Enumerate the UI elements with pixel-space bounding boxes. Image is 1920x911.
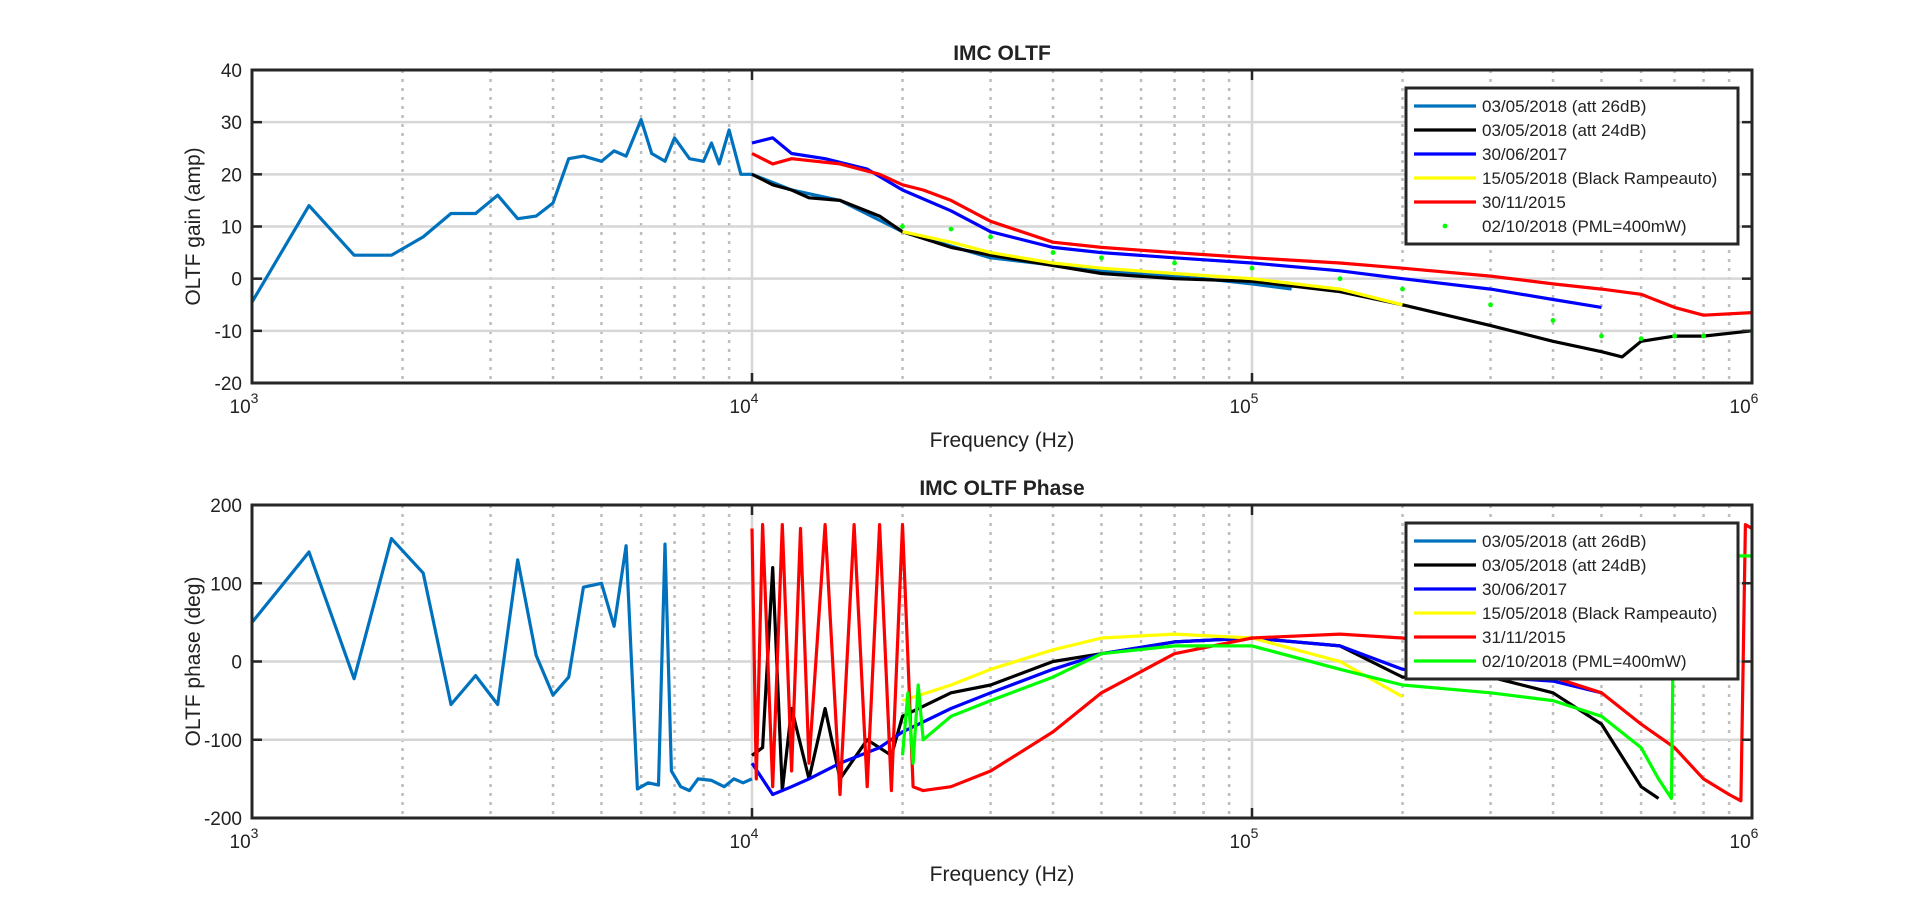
x-tick-exponent: 4 bbox=[751, 390, 759, 406]
y-tick-label: -10 bbox=[215, 322, 242, 343]
x-tick-base: 10 bbox=[730, 832, 751, 853]
x-tick-label: 105 bbox=[1230, 825, 1259, 853]
y-tick-label: 200 bbox=[210, 496, 242, 517]
series-6-point bbox=[1550, 318, 1556, 323]
series-6-line bbox=[900, 522, 1752, 801]
legend-entry: 03/05/2018 (att 26dB) bbox=[1482, 97, 1646, 116]
x-tick-label: 106 bbox=[1730, 390, 1759, 418]
y-tick-label: 40 bbox=[221, 61, 242, 82]
legend-entry: 03/05/2018 (att 26dB) bbox=[1482, 532, 1646, 551]
series-1-line bbox=[252, 117, 1292, 303]
series-4-line bbox=[902, 230, 1403, 307]
x-tick-base: 10 bbox=[1730, 397, 1751, 418]
x-tick-base: 10 bbox=[230, 832, 251, 853]
y-axis-label: OLTF gain (amp) bbox=[182, 147, 205, 305]
series-6-point bbox=[1099, 255, 1104, 261]
x-tick-exponent: 6 bbox=[1751, 825, 1759, 841]
series-6-point bbox=[1672, 333, 1677, 339]
x-tick-label: 103 bbox=[230, 390, 259, 418]
series-6-point bbox=[1050, 250, 1056, 255]
legend: 03/05/2018 (att 26dB) 03/05/2018 (att 24d… bbox=[1404, 521, 1740, 681]
y-tick-label: -100 bbox=[204, 731, 242, 752]
series-6-point bbox=[988, 234, 993, 240]
legend-box bbox=[1404, 86, 1740, 246]
x-tick-label: 103 bbox=[230, 825, 259, 853]
series-6-point bbox=[1400, 286, 1405, 292]
legend-entry: 03/05/2018 (att 24dB) bbox=[1482, 556, 1646, 575]
series-6-point bbox=[1337, 276, 1343, 282]
legend-entry: 30/06/2017 bbox=[1482, 145, 1567, 164]
x-tick-exponent: 3 bbox=[251, 390, 259, 406]
y-tick-label: -200 bbox=[204, 809, 242, 830]
y-tick-label: 30 bbox=[221, 113, 242, 134]
series-6-point bbox=[1599, 333, 1604, 339]
x-tick-base: 10 bbox=[1230, 832, 1251, 853]
x-tick-exponent: 5 bbox=[1251, 390, 1259, 406]
series-3-line bbox=[751, 136, 1602, 309]
chart-title: IMC OLTF bbox=[953, 42, 1051, 65]
y-tick-label: -20 bbox=[215, 374, 242, 395]
x-tick-exponent: 6 bbox=[1751, 390, 1759, 406]
y-tick-label: 100 bbox=[210, 574, 242, 595]
legend-entry: 31/11/2015 bbox=[1482, 628, 1566, 647]
series-6-point bbox=[1701, 333, 1706, 339]
x-tick-exponent: 4 bbox=[751, 825, 759, 841]
series-6-point bbox=[1249, 265, 1255, 271]
series-5-line bbox=[751, 152, 1752, 317]
legend-entry: 03/05/2018 (att 24dB) bbox=[1482, 121, 1646, 140]
x-tick-base: 10 bbox=[1730, 832, 1751, 853]
legend-entry: 02/10/2018 (PML=400mW) bbox=[1482, 652, 1687, 671]
series-1-line bbox=[252, 536, 753, 793]
legend-entry: 02/10/2018 (PML=400mW) bbox=[1482, 217, 1687, 236]
x-tick-label: 105 bbox=[1230, 390, 1259, 418]
legend-box bbox=[1404, 521, 1740, 681]
y-tick-label: 0 bbox=[231, 270, 242, 291]
legend: 03/05/2018 (att 26dB) 03/05/2018 (att 24d… bbox=[1404, 86, 1740, 246]
x-tick-label: 104 bbox=[730, 390, 759, 418]
x-tick-base: 10 bbox=[230, 397, 251, 418]
legend-entry: 30/11/2015 bbox=[1482, 193, 1566, 212]
plot-area bbox=[252, 117, 1752, 359]
legend-entry: 30/06/2017 bbox=[1482, 580, 1567, 599]
x-axis-label: Frequency (Hz) bbox=[930, 429, 1075, 452]
series-6-point bbox=[1488, 302, 1493, 308]
x-tick-label: 104 bbox=[730, 825, 759, 853]
series-6-point bbox=[1638, 336, 1644, 342]
series-2-line bbox=[751, 172, 1752, 359]
series-5-line bbox=[750, 522, 1752, 803]
legend-entry: 15/05/2018 (Black Rampeauto) bbox=[1482, 169, 1717, 188]
y-tick-label: 10 bbox=[221, 218, 242, 239]
x-tick-base: 10 bbox=[1230, 397, 1251, 418]
series-4-line bbox=[902, 632, 1404, 703]
y-tick-label: 20 bbox=[221, 165, 242, 186]
series-6-point bbox=[1172, 260, 1177, 266]
x-axis-label: Frequency (Hz) bbox=[930, 863, 1075, 886]
y-tick-label: 0 bbox=[231, 653, 242, 674]
x-tick-exponent: 5 bbox=[1251, 825, 1259, 841]
series-6-point bbox=[900, 224, 905, 229]
chart-title: IMC OLTF Phase bbox=[919, 477, 1084, 500]
series-6-point bbox=[948, 226, 954, 232]
x-tick-base: 10 bbox=[730, 397, 751, 418]
x-tick-label: 106 bbox=[1730, 825, 1759, 853]
legend-entry: 15/05/2018 (Black Rampeauto) bbox=[1482, 604, 1717, 623]
y-axis-label: OLTF phase (deg) bbox=[182, 576, 205, 746]
x-tick-exponent: 3 bbox=[251, 825, 259, 841]
legend-marker bbox=[1442, 223, 1448, 229]
